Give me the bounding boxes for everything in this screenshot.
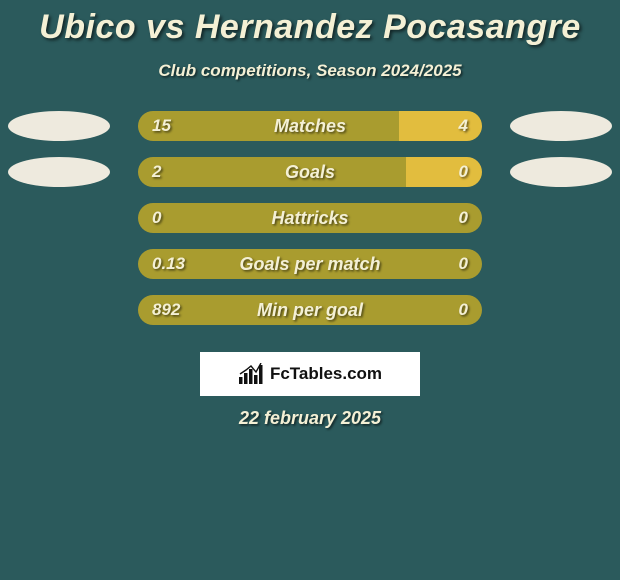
- stat-value-right: 0: [459, 157, 468, 187]
- stat-label: Matches: [138, 111, 482, 141]
- h2h-card: Ubico vs Hernandez Pocasangre Club compe…: [0, 0, 620, 580]
- stat-row: 0Hattricks0: [0, 203, 620, 233]
- date-text: 22 february 2025: [0, 408, 620, 429]
- subtitle: Club competitions, Season 2024/2025: [0, 61, 620, 81]
- stat-bar: 892Min per goal0: [138, 295, 482, 325]
- stat-value-right: 0: [459, 249, 468, 279]
- stat-row: 892Min per goal0: [0, 295, 620, 325]
- stat-bar: 0.13Goals per match0: [138, 249, 482, 279]
- stat-value-right: 0: [459, 203, 468, 233]
- stat-bar: 0Hattricks0: [138, 203, 482, 233]
- stat-row: 0.13Goals per match0: [0, 249, 620, 279]
- stats-list: 15Matches42Goals00Hattricks00.13Goals pe…: [0, 111, 620, 325]
- page-title: Ubico vs Hernandez Pocasangre: [0, 0, 620, 47]
- stat-bar: 2Goals0: [138, 157, 482, 187]
- stat-row: 2Goals0: [0, 157, 620, 187]
- stat-bar: 15Matches4: [138, 111, 482, 141]
- stat-label: Goals per match: [138, 249, 482, 279]
- team-badge-left: [8, 157, 110, 187]
- stat-value-right: 0: [459, 295, 468, 325]
- team-badge-right: [510, 157, 612, 187]
- brand-box[interactable]: FcTables.com: [200, 352, 420, 396]
- team-badge-right: [510, 111, 612, 141]
- stat-label: Goals: [138, 157, 482, 187]
- stat-row: 15Matches4: [0, 111, 620, 141]
- chart-bars-icon: [238, 363, 266, 385]
- brand-text: FcTables.com: [270, 364, 382, 384]
- stat-value-right: 4: [459, 111, 468, 141]
- team-badge-left: [8, 111, 110, 141]
- stat-label: Min per goal: [138, 295, 482, 325]
- stat-label: Hattricks: [138, 203, 482, 233]
